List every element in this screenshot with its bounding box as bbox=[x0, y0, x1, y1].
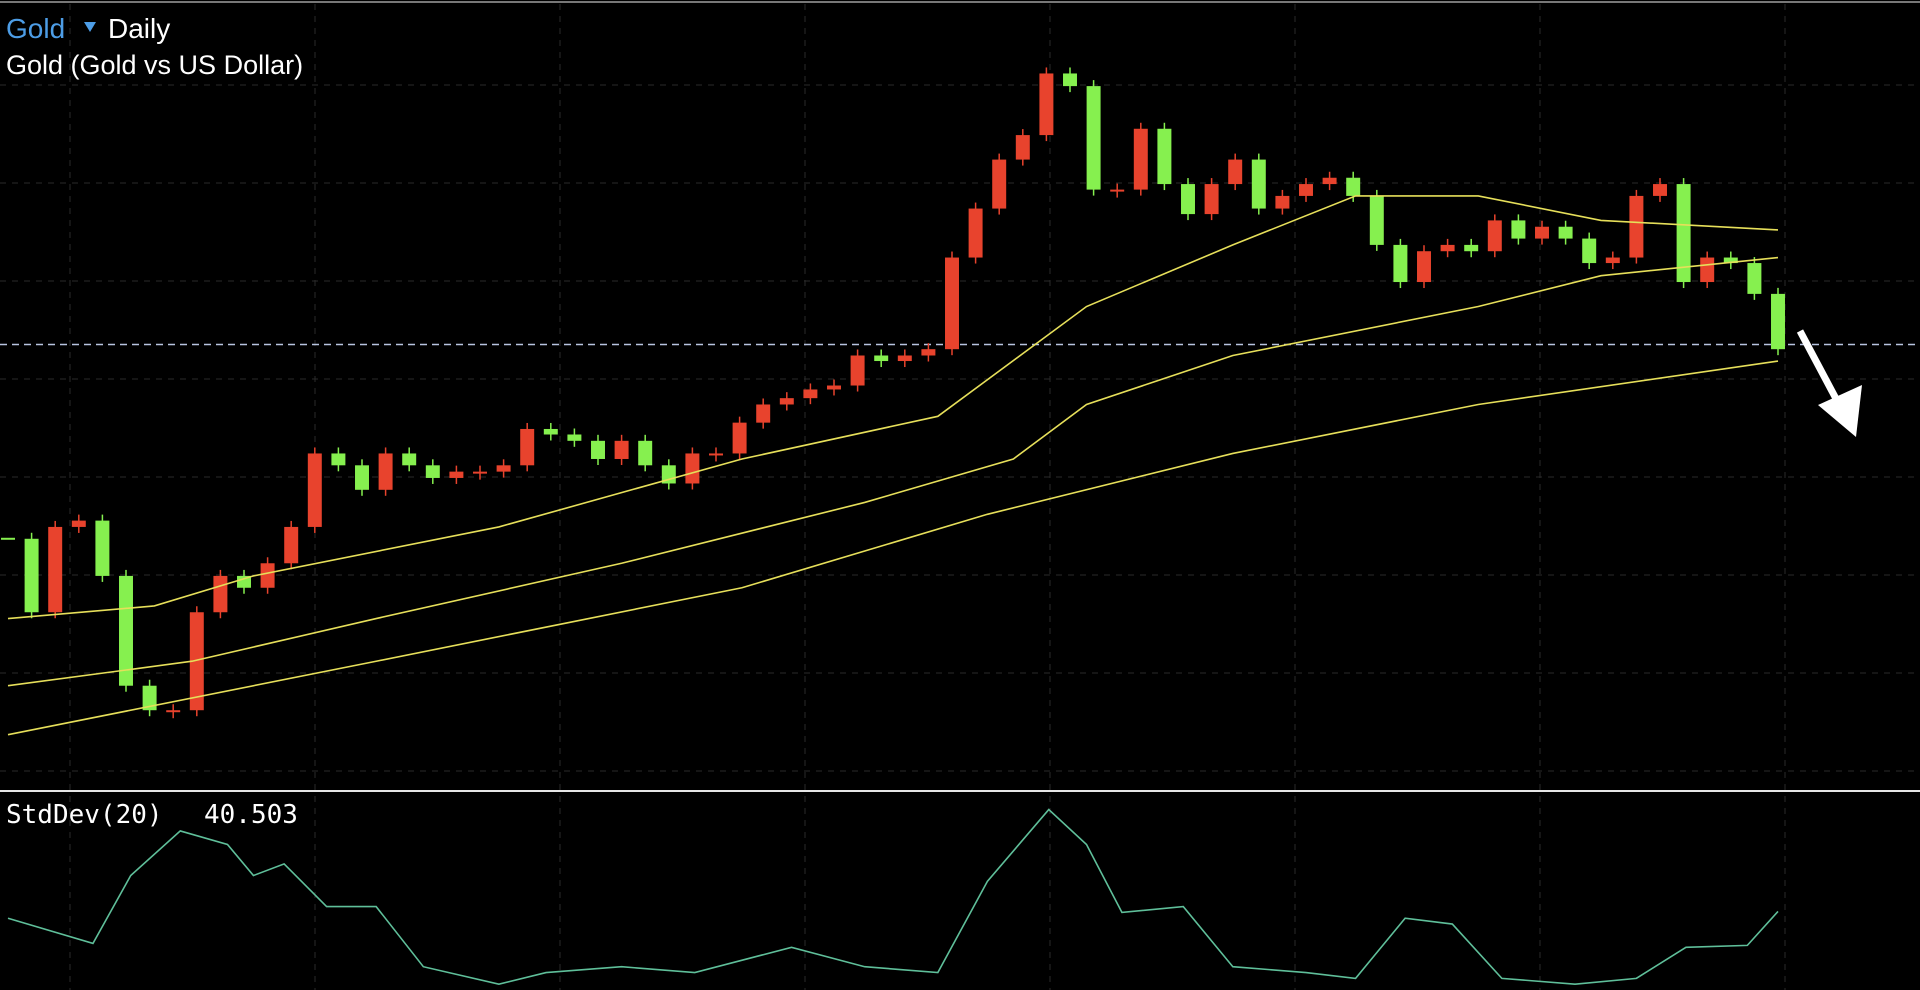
arrow-head bbox=[1818, 385, 1862, 437]
candle bbox=[1346, 177, 1361, 196]
candle bbox=[591, 440, 605, 459]
candle bbox=[1582, 238, 1597, 264]
candle bbox=[897, 355, 912, 362]
candle bbox=[1393, 244, 1408, 283]
moving-average-line bbox=[7, 256, 1779, 687]
candle bbox=[945, 257, 959, 350]
candle bbox=[237, 575, 251, 588]
candle bbox=[213, 575, 228, 613]
candle bbox=[402, 453, 417, 466]
chart-title: Gold (Gold vs US Dollar) bbox=[6, 50, 303, 80]
candle bbox=[307, 453, 322, 527]
moving-average-line bbox=[7, 360, 1779, 736]
candle bbox=[1369, 195, 1384, 245]
candle bbox=[803, 389, 818, 399]
candle bbox=[71, 520, 86, 527]
candle bbox=[520, 428, 535, 466]
candle bbox=[1771, 293, 1785, 350]
arrow-shaft bbox=[1796, 329, 1846, 412]
candle bbox=[1015, 135, 1030, 160]
candle bbox=[166, 710, 181, 713]
candle bbox=[850, 355, 865, 386]
candle bbox=[1558, 226, 1573, 239]
candle bbox=[1723, 257, 1738, 264]
candle bbox=[1747, 263, 1762, 294]
candle bbox=[378, 453, 393, 490]
candle bbox=[1440, 244, 1455, 252]
timeframe[interactable]: Daily bbox=[108, 13, 170, 44]
candle bbox=[1487, 220, 1502, 252]
candle bbox=[1181, 184, 1195, 215]
indicator-value: 40.503 bbox=[204, 800, 298, 830]
candle bbox=[1629, 195, 1644, 258]
grid bbox=[0, 4, 1920, 990]
symbol-dropdown[interactable] bbox=[84, 22, 96, 32]
candle bbox=[1322, 177, 1337, 185]
candle bbox=[24, 538, 39, 613]
candle bbox=[1039, 73, 1054, 136]
candle bbox=[1464, 244, 1479, 252]
indicator-line bbox=[7, 808, 1779, 986]
candle bbox=[1086, 86, 1101, 190]
indicator-pane bbox=[7, 808, 1779, 986]
candle bbox=[189, 612, 204, 711]
moving-average-line bbox=[7, 195, 1779, 620]
candle bbox=[756, 404, 771, 423]
candle bbox=[1204, 184, 1219, 215]
candle bbox=[874, 355, 889, 362]
candle bbox=[284, 526, 299, 564]
candle bbox=[1133, 128, 1148, 190]
candle bbox=[260, 563, 275, 588]
candle bbox=[449, 471, 464, 478]
candle bbox=[1110, 189, 1125, 192]
candle bbox=[496, 465, 511, 472]
candle bbox=[638, 440, 653, 466]
candle bbox=[1228, 159, 1243, 185]
candle bbox=[1251, 159, 1266, 209]
candle bbox=[543, 428, 558, 435]
candle bbox=[48, 526, 63, 613]
candle bbox=[968, 208, 983, 258]
candle bbox=[779, 398, 794, 405]
candle bbox=[1535, 226, 1549, 239]
candle bbox=[709, 453, 723, 456]
candle bbox=[331, 453, 346, 466]
candle bbox=[1157, 128, 1172, 185]
candle bbox=[1299, 184, 1313, 196]
plot-area bbox=[0, 67, 1920, 736]
candle bbox=[732, 422, 747, 454]
candle bbox=[95, 520, 110, 576]
candle bbox=[142, 685, 157, 711]
annotation-arrow bbox=[1796, 329, 1862, 437]
indicator-name: StdDev(20) bbox=[6, 800, 163, 830]
candle bbox=[921, 349, 936, 356]
candle bbox=[119, 575, 133, 686]
candle bbox=[1275, 195, 1290, 209]
candle bbox=[1417, 251, 1431, 283]
candle bbox=[1605, 257, 1620, 264]
candle bbox=[614, 440, 629, 459]
candle bbox=[425, 465, 440, 478]
candle bbox=[1653, 184, 1667, 196]
candle bbox=[992, 159, 1007, 209]
candle bbox=[1511, 220, 1526, 239]
candle bbox=[1676, 184, 1691, 283]
candle bbox=[473, 471, 487, 474]
candle bbox=[1063, 73, 1077, 87]
candle bbox=[355, 465, 369, 490]
symbol[interactable]: Gold bbox=[6, 13, 65, 44]
candle bbox=[685, 453, 700, 484]
candle bbox=[827, 385, 841, 390]
candle bbox=[1700, 257, 1715, 283]
candle bbox=[567, 434, 582, 441]
